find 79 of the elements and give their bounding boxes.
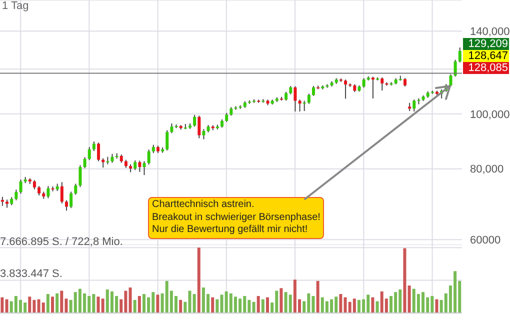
bar	[192, 294, 196, 313]
bar	[96, 296, 100, 313]
bar	[280, 288, 283, 313]
candlestick	[134, 160, 137, 171]
bar	[42, 302, 45, 313]
candlestick	[362, 78, 366, 88]
bar	[56, 293, 59, 313]
candlestick	[83, 156, 86, 169]
candlestick	[312, 86, 316, 96]
candlestick	[60, 182, 64, 204]
candlestick	[302, 100, 306, 112]
bar	[5, 299, 8, 313]
bar	[316, 280, 320, 313]
candlestick	[38, 186, 41, 196]
annotation: Charttechnisch astrein. Breakout in schwieriger Börsenphase! Nur die Bewertung gefällt mir nicht!	[148, 197, 324, 238]
bar	[179, 300, 182, 313]
candlestick	[449, 74, 452, 87]
bar	[376, 301, 379, 313]
candlestick	[294, 86, 297, 112]
candlestick	[147, 149, 150, 166]
candlestick	[454, 59, 457, 78]
bar	[133, 300, 136, 313]
candlestick	[142, 160, 146, 176]
candlestick	[88, 146, 91, 161]
candlestick	[307, 93, 310, 104]
candlestick	[138, 160, 142, 172]
bar	[403, 248, 406, 313]
candlestick	[46, 186, 50, 199]
annotation: 3.833.447 S.	[0, 268, 62, 280]
candlestick	[344, 79, 348, 100]
candlestick	[202, 128, 206, 140]
candlestick	[92, 141, 96, 152]
y-tick-label: 80,000	[470, 164, 504, 176]
bar	[252, 302, 256, 313]
candlestick	[198, 115, 201, 139]
annotation: 1 Tag	[2, 0, 29, 12]
bar	[352, 298, 356, 313]
text: 128,647	[463, 50, 509, 62]
candlestick	[19, 179, 22, 194]
bar	[288, 294, 292, 313]
bar	[60, 290, 64, 313]
candlestick	[371, 76, 374, 99]
candlestick	[380, 76, 384, 91]
bar	[0, 297, 4, 313]
bar	[28, 296, 32, 313]
candlestick	[97, 142, 100, 162]
bar	[156, 294, 160, 313]
text: 129,209	[463, 38, 509, 50]
bar	[435, 299, 438, 313]
bar	[197, 248, 200, 313]
candlestick	[170, 122, 174, 134]
candlestick	[70, 191, 73, 209]
candlestick	[14, 189, 18, 201]
candlestick	[458, 47, 462, 63]
bar	[216, 299, 219, 313]
text: 128,085	[463, 62, 509, 74]
bar	[339, 294, 342, 313]
candlestick	[74, 183, 78, 196]
bar	[101, 298, 104, 313]
bar	[408, 286, 411, 313]
y-tick-label: 60000	[470, 234, 501, 247]
bar	[256, 296, 260, 313]
y-tick-label: 140,000	[470, 26, 510, 38]
candlestick	[32, 180, 36, 190]
bar	[211, 297, 214, 313]
bar	[46, 294, 50, 313]
bar	[266, 297, 269, 313]
y-tick-label: 100,000	[470, 108, 510, 121]
candlestick	[166, 130, 169, 151]
bar	[138, 296, 141, 313]
candlestick	[78, 164, 82, 188]
candlestick	[193, 114, 196, 128]
bar	[128, 287, 132, 313]
bar	[371, 297, 374, 313]
candlestick	[64, 200, 68, 212]
bar	[51, 296, 54, 313]
bar	[261, 299, 264, 313]
candlestick	[412, 99, 416, 112]
annotation: 7.666.895 S. / 722,8 Mio.	[0, 236, 123, 248]
